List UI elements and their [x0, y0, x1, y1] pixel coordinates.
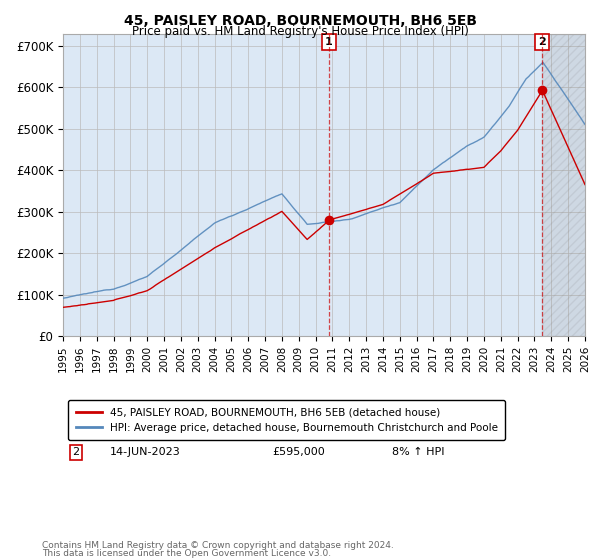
Bar [542, 34, 600, 336]
Text: 45, PAISLEY ROAD, BOURNEMOUTH, BH6 5EB: 45, PAISLEY ROAD, BOURNEMOUTH, BH6 5EB [124, 14, 476, 28]
Text: 8% ↑ HPI: 8% ↑ HPI [392, 447, 445, 458]
Text: 18-OCT-2010: 18-OCT-2010 [110, 426, 183, 436]
Text: Price paid vs. HM Land Registry's House Price Index (HPI): Price paid vs. HM Land Registry's House … [131, 25, 469, 38]
Bar [542, 34, 600, 336]
Text: 1: 1 [325, 37, 333, 47]
Text: 2: 2 [538, 37, 546, 47]
Text: 14-JUN-2023: 14-JUN-2023 [110, 447, 181, 458]
Text: 14% ↓ HPI: 14% ↓ HPI [392, 426, 451, 436]
Text: £279,000: £279,000 [272, 426, 325, 436]
Legend: 45, PAISLEY ROAD, BOURNEMOUTH, BH6 5EB (detached house), HPI: Average price, det: 45, PAISLEY ROAD, BOURNEMOUTH, BH6 5EB (… [68, 400, 505, 440]
Text: 1: 1 [73, 426, 80, 436]
Text: Contains HM Land Registry data © Crown copyright and database right 2024.: Contains HM Land Registry data © Crown c… [42, 541, 394, 550]
Text: This data is licensed under the Open Government Licence v3.0.: This data is licensed under the Open Gov… [42, 549, 331, 558]
Text: 2: 2 [73, 447, 80, 458]
Text: £595,000: £595,000 [272, 447, 325, 458]
